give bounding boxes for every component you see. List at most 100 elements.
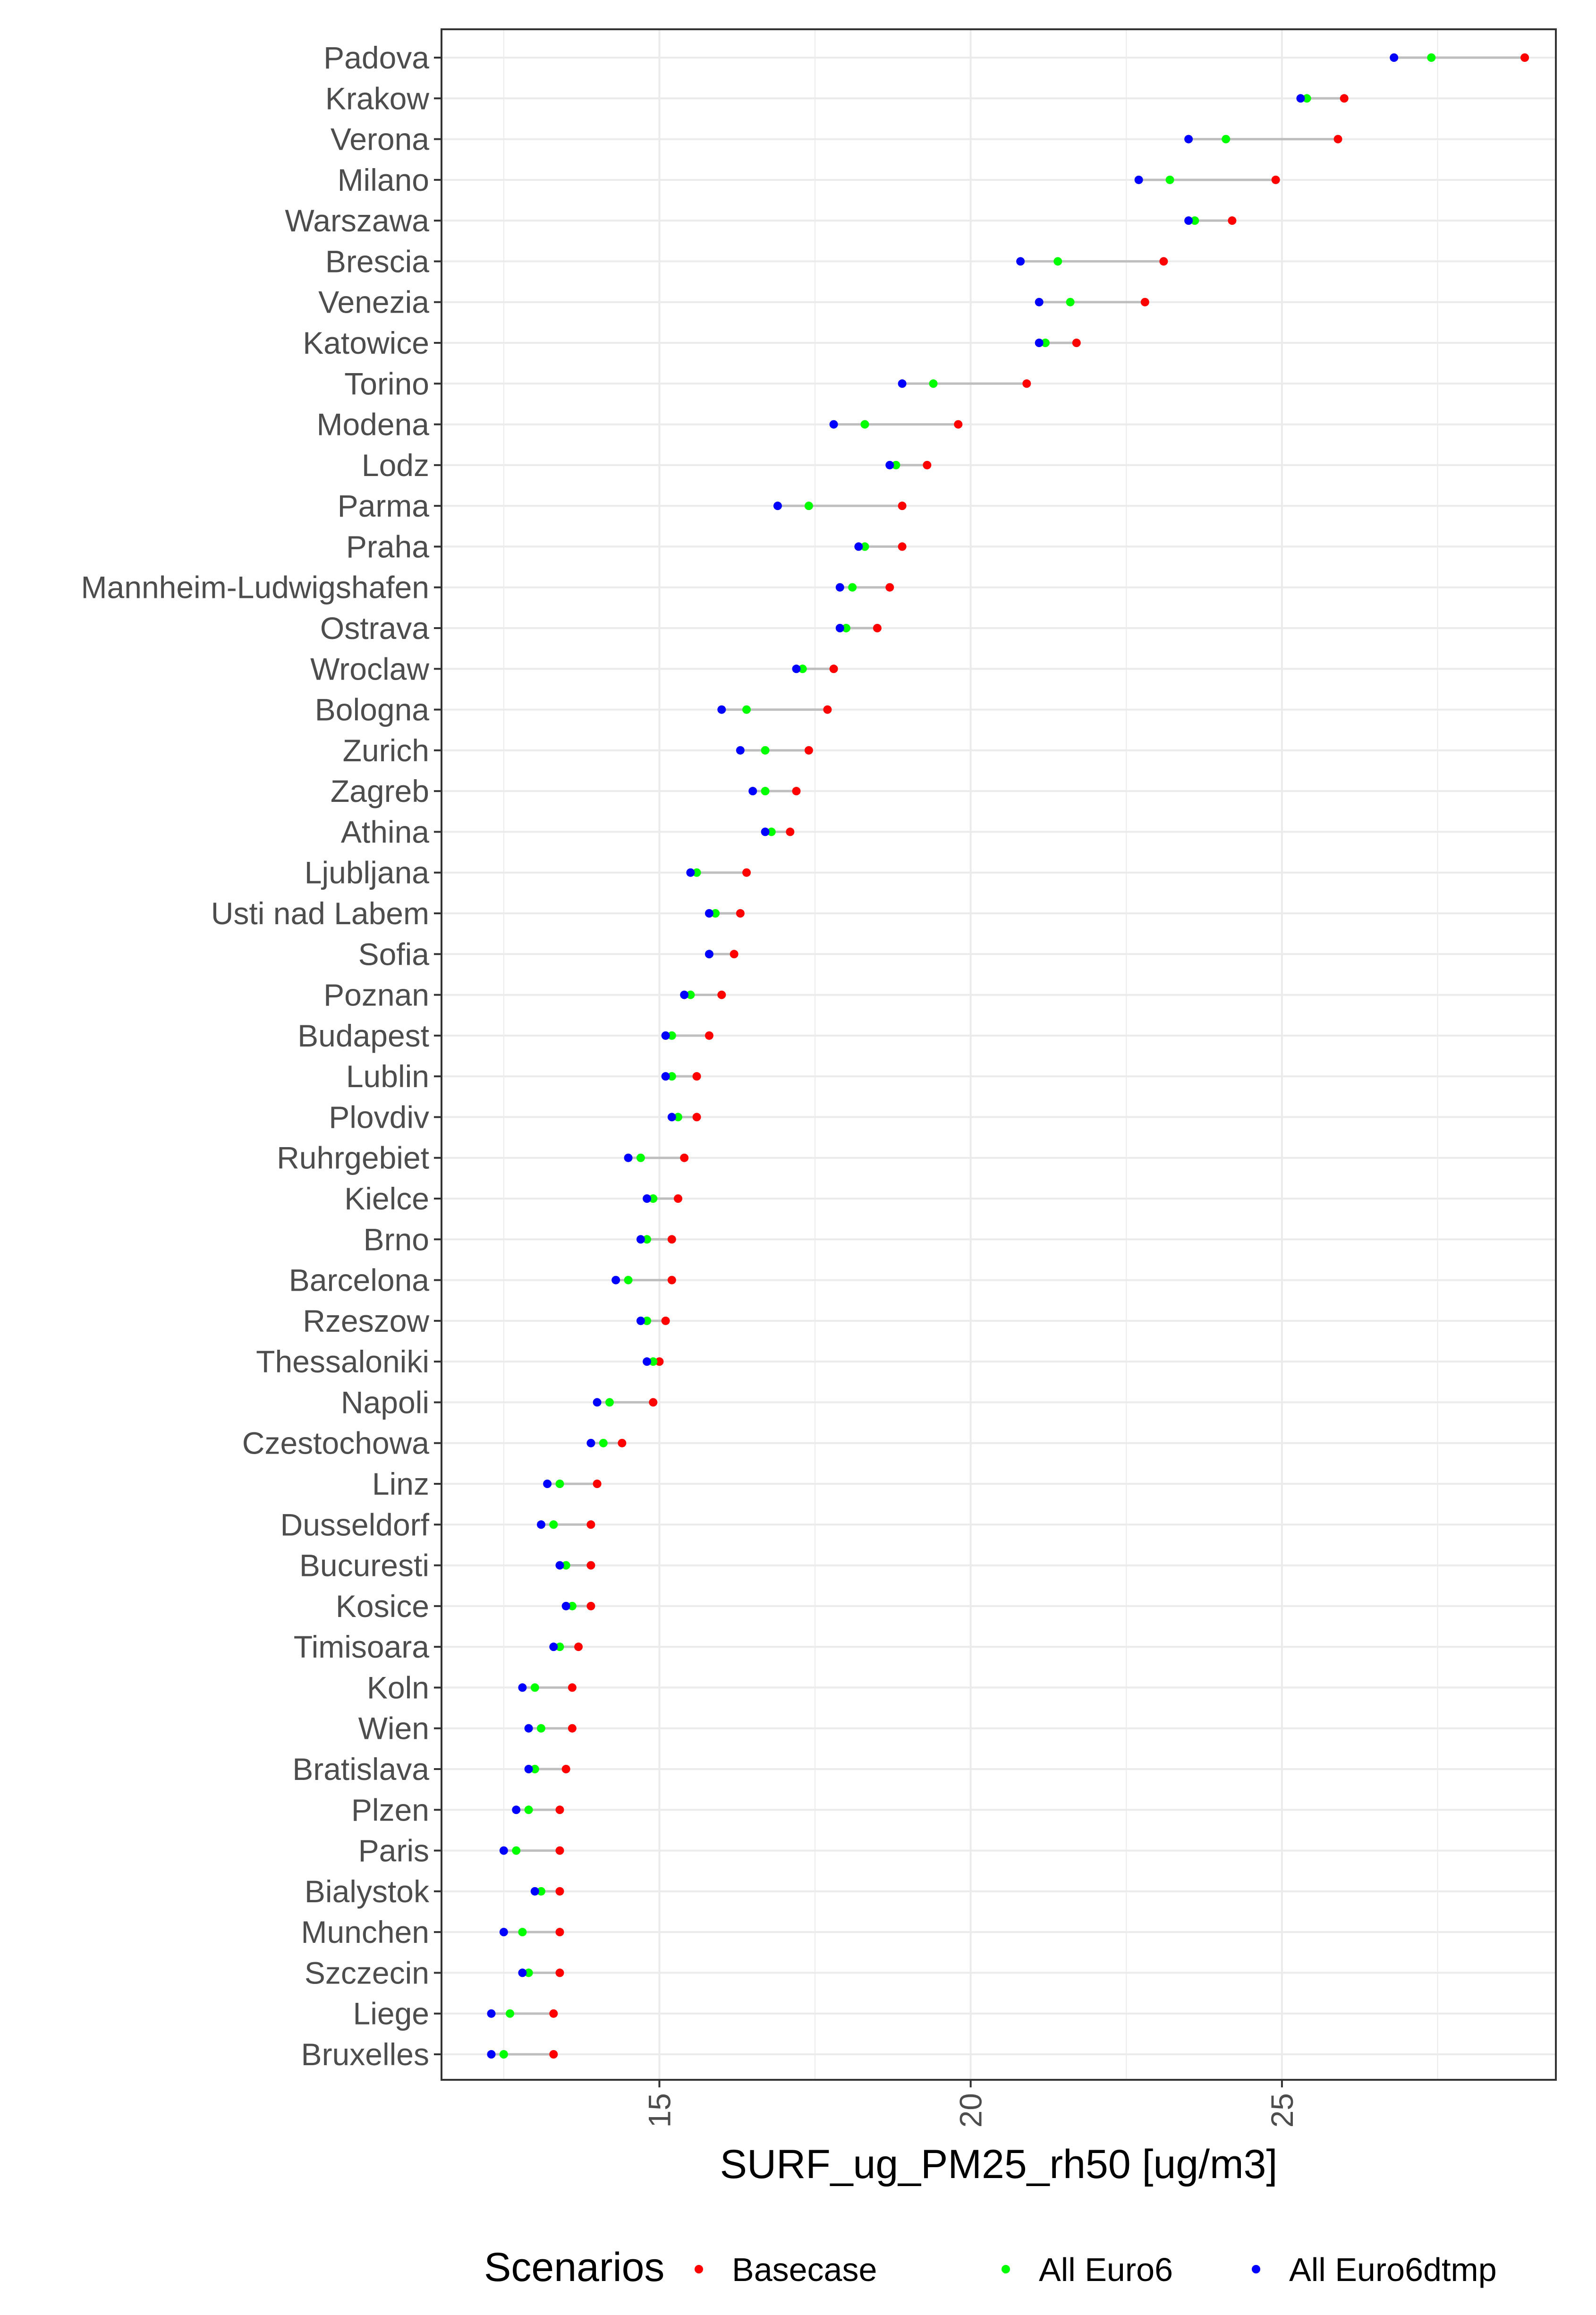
point-all-euro6-ljubljana <box>692 868 701 877</box>
point-basecase-brescia <box>1159 257 1168 266</box>
point-all-euro6-rzeszow <box>643 1316 652 1325</box>
point-basecase-dusseldorf <box>586 1520 595 1529</box>
y-tick-label: Napoli <box>341 1385 429 1420</box>
y-tick-label: Torino <box>344 366 429 401</box>
y-tick-label: Brno <box>364 1222 429 1257</box>
y-tick-label: Lodz <box>362 448 429 483</box>
point-basecase-ljubljana <box>742 868 751 877</box>
x-axis: 15 20 25 <box>642 2080 1299 2128</box>
y-tick-label: Milano <box>338 162 429 197</box>
point-all-euro6-venezia <box>1066 298 1075 306</box>
point-basecase-kosice <box>586 1601 595 1610</box>
point-all-euro6-czestochowa <box>599 1438 608 1447</box>
point-basecase-thessaloniki <box>655 1357 664 1366</box>
point-all-euro6-koln <box>530 1683 539 1692</box>
point-basecase-poznan <box>717 990 726 999</box>
point-basecase-wien <box>568 1724 577 1733</box>
x-tick-label: 25 <box>1265 2093 1299 2128</box>
point-all-euro6dtmp-ruhrgebiet <box>624 1153 633 1162</box>
point-all-euro6-brescia <box>1053 257 1062 266</box>
point-all-euro6dtmp-bialystok <box>530 1887 539 1896</box>
point-all-euro6dtmp-athina <box>761 827 770 836</box>
point-basecase-plzen <box>555 1805 564 1814</box>
legend-label-basecase: Basecase <box>732 2251 877 2288</box>
y-tick-label: Barcelona <box>289 1263 429 1298</box>
point-basecase-liege <box>549 2009 558 2018</box>
point-basecase-lodz <box>923 460 932 469</box>
y-tick-label: Padova <box>323 40 429 75</box>
point-basecase-bialystok <box>555 1887 564 1896</box>
point-basecase-parma <box>898 502 907 511</box>
point-all-euro6dtmp-mannheim-ludwigshafen <box>835 583 844 592</box>
point-all-euro6dtmp-parma <box>773 502 782 511</box>
point-all-euro6dtmp-koln <box>518 1683 527 1692</box>
plot-panel-border <box>441 28 1557 2081</box>
point-all-euro6dtmp-bucuresti <box>555 1561 564 1570</box>
legend-key-all-euro6 <box>1002 2265 1010 2273</box>
point-basecase-katowice <box>1072 339 1081 347</box>
point-basecase-barcelona <box>667 1276 676 1285</box>
point-basecase-venezia <box>1140 298 1149 306</box>
y-tick-label: Poznan <box>323 978 429 1013</box>
point-all-euro6-kielce <box>649 1194 658 1203</box>
point-basecase-napoli <box>649 1398 658 1407</box>
point-all-euro6dtmp-warszawa <box>1184 216 1193 225</box>
point-all-euro6-szczecin <box>524 1968 533 1977</box>
legend-key-basecase <box>695 2265 703 2273</box>
point-all-euro6-parma <box>804 502 813 511</box>
y-tick-label: Munchen <box>301 1915 429 1949</box>
point-all-euro6-plovdiv <box>674 1113 683 1122</box>
point-basecase-padova <box>1520 53 1529 62</box>
point-all-euro6dtmp-dusseldorf <box>536 1520 545 1529</box>
y-tick-label: Verona <box>331 122 429 157</box>
point-all-euro6-munchen <box>518 1928 527 1937</box>
y-tick-label: Krakow <box>325 81 429 116</box>
point-basecase-czestochowa <box>618 1438 627 1447</box>
point-all-euro6-usti-nad-labem <box>711 909 720 918</box>
point-all-euro6-milano <box>1165 175 1174 184</box>
point-basecase-torino <box>1022 379 1031 388</box>
point-basecase-usti-nad-labem <box>736 909 745 918</box>
point-all-euro6dtmp-padova <box>1390 53 1399 62</box>
y-tick-label: Ostrava <box>320 611 429 646</box>
point-all-euro6-plzen <box>524 1805 533 1814</box>
point-basecase-rzeszow <box>661 1316 670 1325</box>
point-all-euro6dtmp-lodz <box>885 460 894 469</box>
point-all-euro6-poznan <box>686 990 695 999</box>
y-tick-label: Dusseldorf <box>280 1507 430 1542</box>
point-all-euro6-bologna <box>742 705 751 714</box>
y-tick-label: Bratislava <box>292 1752 429 1787</box>
y-tick-label: Timisoara <box>294 1629 430 1664</box>
y-tick-label: Kielce <box>344 1181 429 1216</box>
point-basecase-ostrava <box>873 624 882 632</box>
point-basecase-koln <box>568 1683 577 1692</box>
point-all-euro6-dusseldorf <box>549 1520 558 1529</box>
y-tick-label: Bucuresti <box>299 1548 429 1583</box>
point-basecase-munchen <box>555 1928 564 1937</box>
y-tick-label: Mannheim-Ludwigshafen <box>81 570 429 605</box>
point-basecase-kielce <box>674 1194 683 1203</box>
y-tick-label: Czestochowa <box>242 1426 429 1461</box>
y-tick-label: Athina <box>341 814 429 849</box>
point-all-euro6dtmp-munchen <box>499 1928 508 1937</box>
point-basecase-verona <box>1333 135 1342 144</box>
point-basecase-linz <box>593 1480 602 1488</box>
point-basecase-zurich <box>804 746 813 755</box>
x-axis-title: SURF_ug_PM25_rh50 [ug/m3] <box>720 2142 1278 2187</box>
point-all-euro6dtmp-plovdiv <box>667 1113 676 1122</box>
point-basecase-plovdiv <box>692 1113 701 1122</box>
point-basecase-wroclaw <box>829 664 838 673</box>
point-basecase-bruxelles <box>549 2050 558 2059</box>
point-all-euro6dtmp-usti-nad-labem <box>705 909 713 918</box>
y-tick-label: Plzen <box>351 1792 429 1827</box>
legend-title: Scenarios <box>484 2245 664 2290</box>
point-all-euro6dtmp-liege <box>487 2009 496 2018</box>
point-basecase-timisoara <box>574 1643 583 1651</box>
y-tick-label: Liege <box>353 1996 430 2031</box>
point-basecase-bologna <box>823 705 832 714</box>
point-all-euro6dtmp-bologna <box>717 705 726 714</box>
point-basecase-bratislava <box>561 1765 570 1773</box>
point-all-euro6-bialystok <box>536 1887 545 1896</box>
point-all-euro6-ostrava <box>841 624 850 632</box>
point-basecase-mannheim-ludwigshafen <box>885 583 894 592</box>
